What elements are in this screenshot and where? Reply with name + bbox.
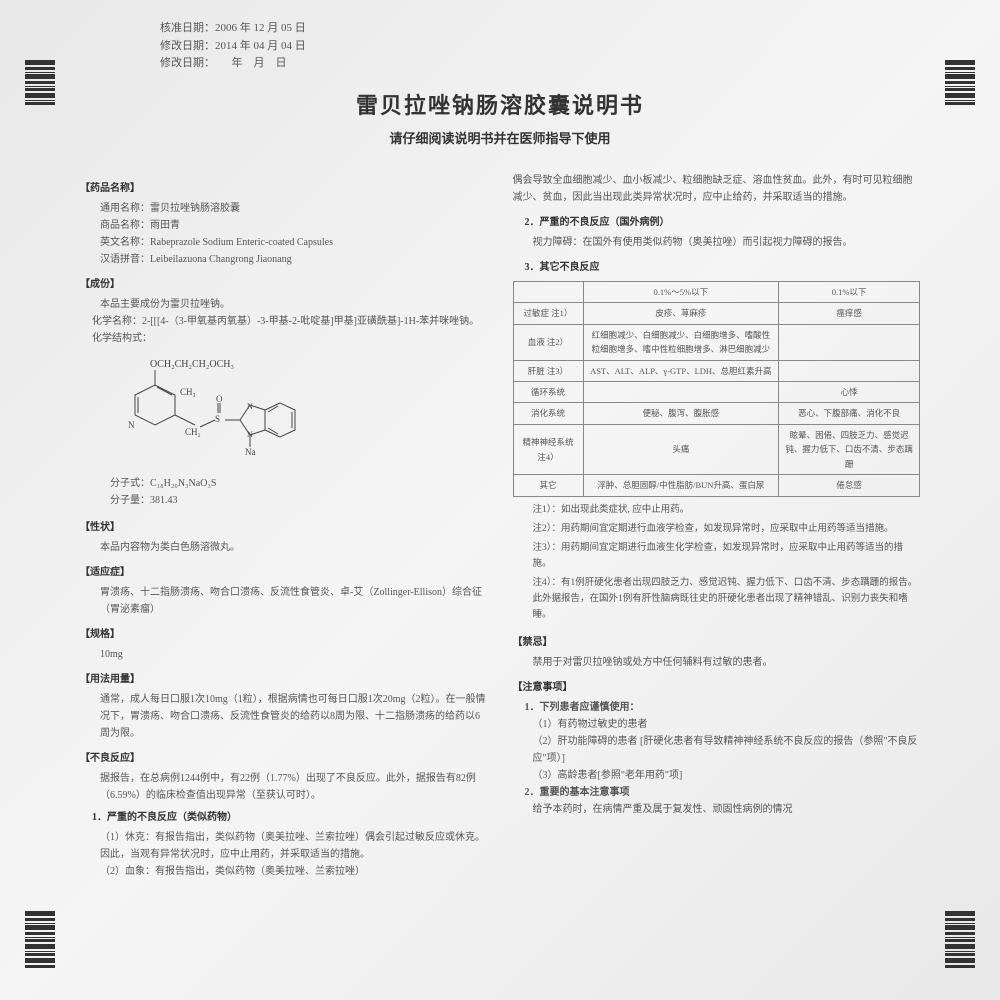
revision-date-label: 修改日期： [160,57,210,69]
table-cell: 恶心、下腹部痛、消化不良 [779,403,920,424]
adverse-intro: 据报告，在总病例1244例中，有22例（1.77%）出现了不良反应。此外，据报告… [80,770,488,804]
molecular-weight-value: 381.43 [150,495,178,506]
generic-name-label: 通用名称： [100,203,150,214]
table-cell: 倦怠感 [779,475,920,496]
drug-name-header: 【药品名称】 [80,180,488,197]
document-page: 核准日期：2006 年 12 月 05 日 修改日期：2014 年 04 月 0… [0,0,1000,1000]
spec-value: 10mg [80,646,488,663]
barcode-decoration [945,911,975,970]
table-cell: 血液 注2） [513,324,583,360]
note-4: 注4）：有1例肝硬化患者出现四肢乏力、感觉迟钝、握力低下、口齿不清、步态蹒跚的报… [513,575,921,623]
chemical-name-label: 化学名称： [92,316,142,327]
adverse-1-1: （1）休克：有报告指出，类似药物（奥美拉唑、兰索拉唑）偶会引起过敏反应或休克。因… [80,829,488,863]
chemical-name-value: 2-[[[4-（3-甲氧基丙氧基）-3-甲基-2-吡啶基]甲基]亚磺酰基]-1H… [142,316,479,327]
note-1: 注1）：如出现此类症状, 应中止用药。 [513,502,921,518]
table-cell: 头痛 [583,424,779,474]
precautions-1-2: （2）肝功能障碍的患者 [肝硬化患者有导致精神神经系统不良反应的报告（参照"不良… [513,733,921,767]
barcode-decoration [25,60,55,107]
table-cell: AST、ALT、ALP、γ-GTP、LDH、总胆红素升高 [583,360,779,381]
table-cell: 循环系统 [513,381,583,402]
structure-formula-text: OCH₂CH₂CH₂OCH₃ [150,359,234,370]
adverse-reactions-table: 0.1%～5%以下 0.1%以下 过敏症 注1）皮疹、荨麻疹瘙痒感 血液 注2）… [513,281,921,497]
table-header-cell: 0.1%～5%以下 [583,281,779,302]
table-header-cell: 0.1%以下 [779,281,920,302]
table-cell [583,381,779,402]
pinyin-value: Leibeilazuona Changrong Jiaonang [150,254,292,265]
spec-header: 【规格】 [80,626,488,643]
adverse-2-text: 视力障碍：在国外有使用类似药物（奥美拉唑）而引起视力障碍的报告。 [513,234,921,251]
table-cell: 过敏症 注1） [513,303,583,324]
dosage-text: 通常，成人每日口服1次10mg（1粒），根据病情也可每日口服1次20mg（2粒）… [80,691,488,742]
content-area: 【药品名称】 通用名称：雷贝拉唑钠肠溶胶囊 商品名称：雨田青 英文名称：Rabe… [80,172,920,880]
revision-date-value: 年 月 日 [210,57,287,69]
properties-header: 【性状】 [80,519,488,536]
continuation-text: 偶会导致全血细胞减少、血小板减少、粒细胞缺乏症、溶血性贫血。此外，有时可见粒细胞… [513,172,921,206]
precautions-1-3: （3）高龄患者[参照"老年用药"项] [513,767,921,784]
molecular-formula-label: 分子式： [110,478,150,489]
table-cell: 浮肿、总胆固醇/中性脂肪/BUN升高、蛋白尿 [583,475,779,496]
molecular-formula-value: C₁₈H₂₀N₃NaO₃S [150,478,216,489]
english-name-label: 英文名称： [100,237,150,248]
trade-name-value: 雨田青 [150,220,180,231]
table-cell [779,360,920,381]
document-subtitle: 请仔细阅读说明书并在医师指导下使用 [80,128,920,147]
contraindications-text: 禁用于对雷贝拉唑钠或处方中任何辅料有过敏的患者。 [513,654,921,671]
contraindications-header: 【禁忌】 [513,634,921,651]
table-header-cell [513,281,583,302]
table-cell: 心悸 [779,381,920,402]
adverse-header: 【不良反应】 [80,750,488,767]
revision-date-label: 修改日期： [160,40,215,52]
table-cell: 消化系统 [513,403,583,424]
adverse-1-title: 1．严重的不良反应（类似药物） [80,809,488,826]
document-title: 雷贝拉唑钠肠溶胶囊说明书 [80,88,920,120]
header-dates: 核准日期：2006 年 12 月 05 日 修改日期：2014 年 04 月 0… [160,20,920,73]
adverse-3-title: 3．其它不良反应 [513,259,921,276]
note-3: 注3）：用药期间宜定期进行血液生化学检查，如发现异常时，应采取中止用药等适当的措… [513,540,921,572]
table-cell: 皮疹、荨麻疹 [583,303,779,324]
barcode-decoration [945,60,975,107]
table-cell [779,324,920,360]
approval-date-value: 2006 年 12 月 05 日 [215,22,306,34]
pinyin-label: 汉语拼音： [100,254,150,265]
precautions-2-text: 给予本药时，在病情严重及属于复发性、顽固性病例的情况 [513,801,921,818]
generic-name-value: 雷贝拉唑钠肠溶胶囊 [150,203,240,214]
chemical-structure-diagram: OCH₂CH₂CH₂OCH₃ N CH₃ CH₂ S O N [100,355,340,465]
properties-text: 本品内容物为类白色肠溶微丸。 [80,539,488,556]
svg-text:O: O [216,394,223,404]
table-cell: 瘙痒感 [779,303,920,324]
left-column: 【药品名称】 通用名称：雷贝拉唑钠肠溶胶囊 商品名称：雨田青 英文名称：Rabe… [80,172,488,880]
svg-text:N: N [247,402,253,411]
svg-text:CH₃: CH₃ [180,387,196,397]
precautions-header: 【注意事项】 [513,679,921,696]
svg-text:N: N [128,420,135,430]
indications-text: 胃溃疡、十二指肠溃疡、吻合口溃疡、反流性食管炎、卓-艾（Zollinger-El… [80,584,488,618]
english-name-value: Rabeprazole Sodium Enteric-coated Capsul… [150,237,333,248]
dosage-header: 【用法用量】 [80,671,488,688]
table-cell: 肝脏 注3） [513,360,583,381]
precautions-2: 2．重要的基本注意事项 [513,784,921,801]
right-column: 偶会导致全血细胞减少、血小板减少、粒细胞缺乏症、溶血性贫血。此外，有时可见粒细胞… [513,172,921,880]
table-cell: 精神神经系统 注4） [513,424,583,474]
indications-header: 【适应症】 [80,564,488,581]
table-cell: 眩晕、困倦、四肢乏力、感觉迟钝、握力低下、口齿不清、步态蹒跚 [779,424,920,474]
table-cell: 红细胞减少、白细胞减少、白细胞增多、嗜酸性粒细胞增多、嗜中性粒细胞增多、淋巴细胞… [583,324,779,360]
adverse-2-title: 2．严重的不良反应（国外病例） [513,214,921,231]
approval-date-label: 核准日期： [160,22,215,34]
adverse-1-2: （2）血象：有报告指出，类似药物（奥美拉唑、兰索拉唑） [80,863,488,880]
table-cell: 其它 [513,475,583,496]
note-2: 注2）：用药期间宜定期进行血液学检查，如发现异常时，应采取中止用药等适当措施。 [513,521,921,537]
precautions-1-1: （1）有药物过敏史的患者 [513,716,921,733]
barcode-decoration [25,911,55,970]
ingredients-header: 【成份】 [80,276,488,293]
table-cell: 便秘、腹泻、腹胀感 [583,403,779,424]
trade-name-label: 商品名称： [100,220,150,231]
svg-text:S: S [215,414,220,424]
molecular-weight-label: 分子量： [110,495,150,506]
ingredients-text: 本品主要成份为雷贝拉唑钠。 [80,296,488,313]
svg-text:CH₂: CH₂ [185,427,201,437]
precautions-1: 1．下列患者应谨慎使用： [513,699,921,716]
revision-date-value: 2014 年 04 月 04 日 [215,40,306,52]
structure-label: 化学结构式： [80,330,488,347]
svg-text:Na: Na [245,447,256,457]
